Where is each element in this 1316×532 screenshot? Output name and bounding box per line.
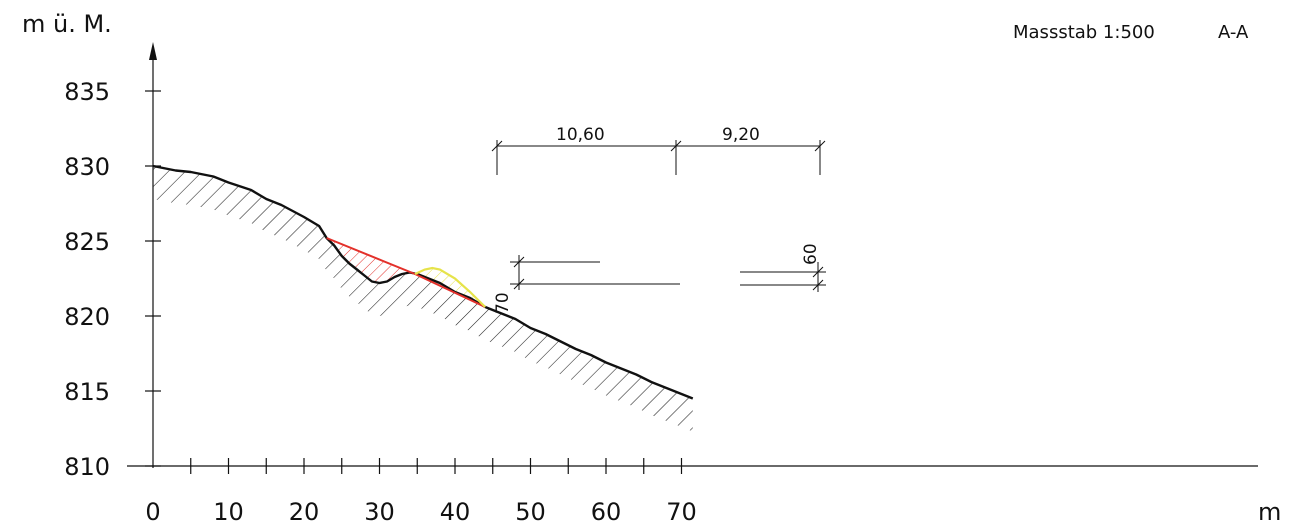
ground-hatching: [153, 166, 693, 432]
y-axis-arrow: [149, 42, 157, 60]
y-axis-title: m ü. M.: [22, 10, 112, 38]
x-tick-label: 50: [515, 498, 546, 526]
y-tick-label: 810: [64, 453, 110, 481]
depth-dimension: [510, 255, 680, 290]
x-tick-label: 60: [591, 498, 622, 526]
x-tick-label: 20: [289, 498, 320, 526]
y-tick-label: 825: [64, 228, 110, 256]
dimension-height: 60: [801, 243, 821, 265]
x-tick-label: 10: [213, 498, 244, 526]
height-dimension: [740, 262, 826, 292]
terrain-profile-line: [152, 164, 694, 400]
x-tick-label: 70: [666, 498, 697, 526]
dimension-span-2: 9,20: [722, 125, 760, 145]
cut-area-hatching: [326, 238, 415, 283]
section-label: A-A: [1218, 22, 1249, 43]
x-tick-marks: [190, 458, 683, 474]
y-tick-label: 820: [64, 303, 110, 331]
dimension-span-1: 10,60: [556, 125, 605, 145]
y-tick-label: 815: [64, 378, 110, 406]
scale-label: Massstab 1:500: [1013, 22, 1155, 43]
x-axis-unit: m: [1258, 498, 1281, 526]
y-tick-label: 835: [64, 78, 110, 106]
x-tick-label: 40: [440, 498, 471, 526]
horizontal-dimension: [491, 140, 826, 175]
x-tick-label: 30: [364, 498, 395, 526]
y-tick-label: 830: [64, 153, 110, 181]
x-tick-label: 0: [145, 498, 160, 526]
fill-mound-line: [414, 266, 486, 308]
dimension-depth: 70: [493, 292, 513, 314]
